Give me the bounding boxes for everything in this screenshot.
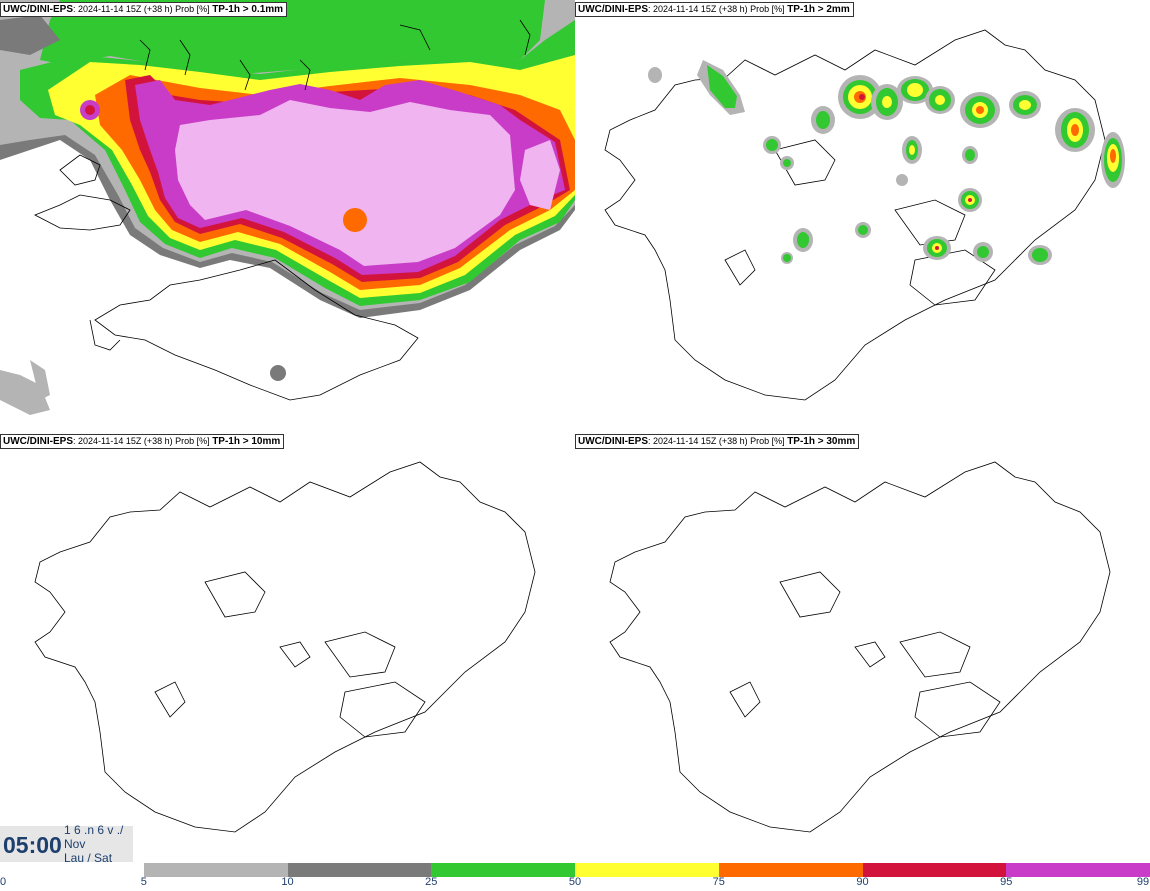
model-source: UWC/DINI-EPS <box>578 436 648 447</box>
map-panel-tp-2mm: UWC/DINI-EPS: 2024-11-14 15Z (+38 h) Pro… <box>575 0 1150 430</box>
colorbar-tick: 50 <box>568 876 582 888</box>
model-source: UWC/DINI-EPS <box>3 4 73 15</box>
cell-small-12 <box>801 234 809 242</box>
run-meta: : 2024-11-14 15Z (+38 h) Prob [%] <box>73 436 210 446</box>
valid-time-box: 05:00 1 6 .n 6 v ./ Nov Lau / Sat <box>0 823 133 862</box>
cell-medium-2 <box>925 86 955 114</box>
threshold-label: TP-1h > 2mm <box>787 4 850 15</box>
model-source: UWC/DINI-EPS <box>3 436 73 447</box>
panel-title: UWC/DINI-EPS: 2024-11-14 15Z (+38 h) Pro… <box>575 2 854 17</box>
coastline <box>609 461 1111 833</box>
cell-large-4 <box>1055 108 1095 152</box>
panel-title: UWC/DINI-EPS: 2024-11-14 15Z (+38 h) Pro… <box>575 434 860 449</box>
cell-large-3 <box>960 92 1000 128</box>
colorbar-tick: 10 <box>281 876 294 888</box>
colorbar-segment <box>287 863 432 877</box>
probability-map <box>604 29 1125 401</box>
valid-time-clock: 05:00 <box>3 832 62 858</box>
probability-map <box>34 461 536 833</box>
probability-colorbar: 0 5 10 25 50 75 90 95 99 <box>0 862 1150 891</box>
map-panel-tp-30mm: UWC/DINI-EPS: 2024-11-14 15Z (+38 h) Pro… <box>575 432 1150 862</box>
threshold-label: TP-1h > 30mm <box>787 436 856 447</box>
cell-medium-5 <box>923 236 951 260</box>
threshold-label: TP-1h > 0.1mm <box>212 4 284 15</box>
colorbar-segment <box>862 863 1007 877</box>
colorbar-tick: 90 <box>856 876 869 888</box>
run-meta: : 2024-11-14 15Z (+38 h) Prob [%] <box>73 4 210 14</box>
prob-field <box>0 0 575 415</box>
panel-title: UWC/DINI-EPS: 2024-11-14 15Z (+38 h) Pro… <box>0 2 288 17</box>
coastline <box>604 29 1106 401</box>
run-meta: : 2024-11-14 15Z (+38 h) Prob [%] <box>648 4 785 14</box>
map-panel-tp-0.1mm: UWC/DINI-EPS: 2024-11-14 15Z (+38 h) Pro… <box>0 0 575 430</box>
cell-small-5 <box>1028 245 1052 265</box>
cell-small-4 <box>962 146 978 164</box>
colorbar-tick: 75 <box>712 876 725 888</box>
colorbar-tick: 95 <box>1000 876 1013 888</box>
valid-date: 1 6 .n 6 v ./ <box>64 823 124 837</box>
cell-large-2 <box>897 76 933 104</box>
model-source: UWC/DINI-EPS <box>578 4 648 15</box>
colorbar-segment <box>143 863 288 877</box>
cell-medium-1 <box>1009 91 1041 119</box>
colorbar-tick: 99 <box>1136 876 1150 888</box>
cell-small-6 <box>973 242 993 262</box>
coastline <box>34 461 536 833</box>
colorbar-segment <box>1006 863 1150 877</box>
cell-small-10 <box>780 156 794 170</box>
cell-small-13 <box>648 67 662 83</box>
cell-small-11 <box>896 174 908 186</box>
cell-large-5 <box>1101 132 1125 188</box>
cell-small-3 <box>763 136 781 154</box>
probability-map <box>0 0 575 415</box>
cell-small-9 <box>781 252 793 264</box>
valid-weekday: Lau / Sat <box>64 852 113 862</box>
threshold-label: TP-1h > 10mm <box>212 436 281 447</box>
colorbar-segment <box>431 863 575 877</box>
colorbar-segment <box>718 863 863 877</box>
cell-small-2 <box>902 136 922 164</box>
run-meta: : 2024-11-14 15Z (+38 h) Prob [%] <box>648 436 785 446</box>
cell-large-1 <box>838 75 882 119</box>
colorbar-tick: 0 <box>0 876 7 888</box>
coastline <box>34 19 531 401</box>
panel-title: UWC/DINI-EPS: 2024-11-14 15Z (+38 h) Pro… <box>0 434 285 449</box>
cell-small-7 <box>855 222 871 238</box>
cell-small-1 <box>811 106 835 134</box>
valid-month: Nov <box>64 837 86 851</box>
cell-medium-3 <box>871 84 903 120</box>
probability-map <box>609 461 1111 833</box>
prob-field <box>648 60 1125 265</box>
colorbar-tick: 5 <box>140 876 147 888</box>
colorbar-segment <box>575 863 719 877</box>
cell-medium-4 <box>958 188 982 212</box>
colorbar-tick: 25 <box>425 876 438 888</box>
map-panel-tp-10mm: UWC/DINI-EPS: 2024-11-14 15Z (+38 h) Pro… <box>0 432 575 862</box>
